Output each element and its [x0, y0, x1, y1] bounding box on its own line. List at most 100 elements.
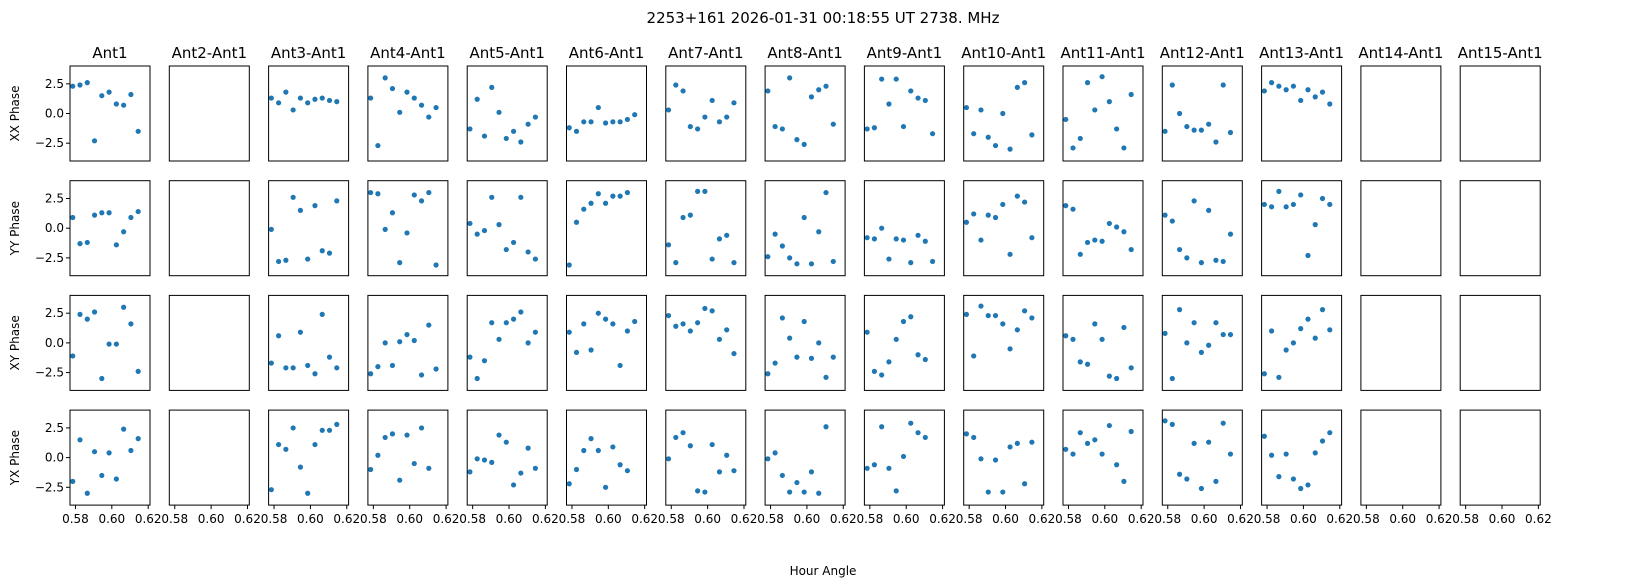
- data-point: [893, 236, 899, 242]
- data-point: [673, 260, 679, 266]
- data-point: [1014, 193, 1020, 199]
- data-point: [665, 456, 672, 462]
- data-point: [1283, 347, 1289, 353]
- data-point: [1319, 195, 1326, 202]
- data-point: [77, 82, 83, 88]
- data-point: [1176, 110, 1183, 117]
- panel-frame: [1459, 409, 1541, 506]
- data-point: [99, 375, 105, 382]
- data-point: [382, 75, 388, 81]
- panel: [1261, 65, 1343, 162]
- data-point: [566, 329, 572, 335]
- data-point: [963, 219, 970, 225]
- data-point: [1319, 89, 1326, 95]
- data-point: [283, 446, 289, 452]
- data-point: [1162, 212, 1168, 218]
- data-point: [135, 128, 141, 134]
- data-point: [581, 119, 587, 125]
- data-point: [1169, 82, 1175, 88]
- data-point: [1261, 201, 1267, 208]
- data-point: [1114, 462, 1120, 468]
- data-point: [276, 441, 282, 448]
- data-point: [1305, 87, 1311, 93]
- y-tick-label: −2.5: [35, 480, 64, 494]
- data-point: [1269, 452, 1275, 458]
- data-point: [1070, 145, 1076, 151]
- data-point: [992, 312, 999, 319]
- data-point: [816, 87, 822, 93]
- data-point: [1092, 237, 1098, 243]
- column-title: Ant11-Ant1: [1060, 44, 1145, 62]
- data-point: [1276, 83, 1282, 89]
- data-point: [91, 309, 98, 315]
- data-point: [900, 318, 907, 325]
- data-point: [389, 210, 396, 216]
- data-point: [624, 328, 631, 334]
- panel-frame: [1360, 180, 1442, 277]
- data-point: [673, 323, 679, 329]
- data-point: [1128, 365, 1134, 371]
- data-point: [886, 359, 892, 365]
- data-point: [532, 329, 538, 335]
- data-point: [99, 93, 105, 99]
- panel-frame: [69, 180, 151, 277]
- x-tick-label: 0.60: [198, 512, 225, 526]
- data-point: [978, 456, 984, 462]
- data-point: [1319, 307, 1326, 313]
- data-point: [99, 210, 105, 216]
- data-point: [1261, 88, 1267, 94]
- data-point: [695, 126, 701, 132]
- data-point: [617, 193, 623, 199]
- data-point: [581, 447, 587, 454]
- data-point: [794, 137, 800, 143]
- data-point: [106, 450, 112, 456]
- data-point: [1191, 127, 1197, 133]
- x-tick-label: 0.58: [856, 512, 883, 526]
- data-point: [765, 254, 771, 260]
- panel-frame: [69, 409, 151, 506]
- data-point: [1007, 346, 1013, 352]
- data-point: [765, 371, 771, 377]
- data-point: [283, 365, 289, 371]
- data-point: [566, 262, 572, 268]
- data-point: [404, 432, 410, 438]
- x-tick-label: 0.58: [1254, 512, 1281, 526]
- data-point: [397, 339, 403, 345]
- data-point: [1070, 206, 1076, 212]
- panel-frame: [69, 65, 151, 162]
- panel: [1161, 180, 1243, 277]
- data-point: [312, 203, 318, 209]
- data-point: [397, 260, 403, 266]
- data-point: [1063, 446, 1069, 452]
- data-point: [1184, 123, 1190, 130]
- data-point: [823, 374, 829, 380]
- panel: [764, 294, 846, 391]
- y-tick-label: 2.5: [45, 192, 64, 206]
- data-point: [375, 191, 381, 197]
- row-label: YX Phase: [8, 430, 22, 486]
- data-point: [503, 439, 509, 445]
- data-point: [665, 312, 672, 319]
- data-point: [70, 353, 76, 359]
- panel: [1360, 180, 1442, 277]
- data-point: [1206, 121, 1212, 127]
- data-point: [474, 231, 480, 237]
- data-point: [1063, 333, 1069, 339]
- data-point: [702, 489, 708, 495]
- column-title: Ant3-Ant1: [271, 44, 346, 62]
- data-point: [135, 368, 141, 374]
- data-point: [532, 256, 538, 262]
- x-tick-label: 0.62: [1227, 512, 1254, 526]
- data-point: [1077, 135, 1083, 142]
- data-point: [1092, 437, 1098, 443]
- data-point: [1063, 203, 1069, 209]
- panel-frame: [1161, 409, 1243, 506]
- data-point: [963, 431, 970, 437]
- x-tick-label: 0.60: [893, 512, 920, 526]
- panel-frame: [665, 180, 747, 277]
- data-point: [808, 355, 815, 361]
- column-title: Ant1: [92, 44, 127, 62]
- data-point: [489, 194, 495, 200]
- data-point: [326, 97, 333, 104]
- panel-frame: [566, 65, 647, 162]
